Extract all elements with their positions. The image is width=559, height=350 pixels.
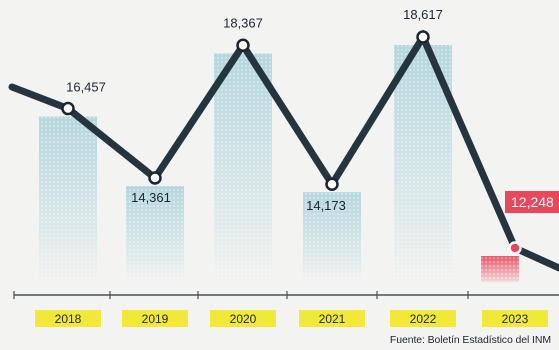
point-marker-2020	[236, 38, 250, 53]
data-label-2022: 18,617	[403, 7, 443, 22]
year-bar-2023	[482, 310, 548, 327]
value-labels: 16,457 14,361 18,367 14,173 18,617 12,248	[66, 7, 559, 213]
highlight-label-box	[505, 191, 559, 213]
area-texture-2023	[481, 256, 519, 282]
point-markers	[61, 30, 522, 255]
x-tick-label-2022: 2022	[410, 312, 437, 326]
year-bar-2020	[210, 310, 276, 327]
series-line-group	[8, 29, 559, 272]
point-marker-2022	[416, 30, 430, 44]
area-texture-2018	[39, 116, 97, 282]
x-axis-ticks	[13, 291, 469, 299]
year-bar-2022	[390, 310, 456, 327]
year-bar-2019	[122, 310, 188, 327]
source-note: Fuente: Boletín Estadístico del INM	[389, 334, 551, 346]
data-label-2018: 16,457	[66, 80, 106, 95]
point-marker-2018	[61, 101, 75, 116]
data-label-2020: 18,367	[223, 15, 263, 30]
point-marker-2023	[508, 241, 522, 255]
area-texture-2019	[126, 185, 184, 282]
x-tick-label-2021: 2021	[319, 312, 346, 326]
area-bands	[39, 45, 519, 283]
x-tick-label-2018: 2018	[55, 312, 82, 326]
data-label-2021: 14,173	[306, 198, 346, 213]
x-tick-label-2023: 2023	[502, 312, 529, 326]
area-texture-2021	[303, 192, 361, 282]
x-tick-label-2019: 2019	[142, 312, 169, 326]
year-bar-2021	[299, 310, 365, 327]
area-texture-2020	[214, 53, 272, 283]
x-tick-label-2020: 2020	[230, 312, 257, 326]
point-marker-2019	[148, 171, 162, 185]
data-label-2019: 14,361	[131, 190, 171, 205]
year-bar-2018	[35, 310, 101, 327]
point-marker-2021	[325, 177, 339, 191]
year-label-bars: 2018 2019 2020 2021 2022 2023	[35, 310, 548, 327]
series-line	[8, 29, 559, 272]
data-label-2023: 12,248	[511, 194, 554, 210]
